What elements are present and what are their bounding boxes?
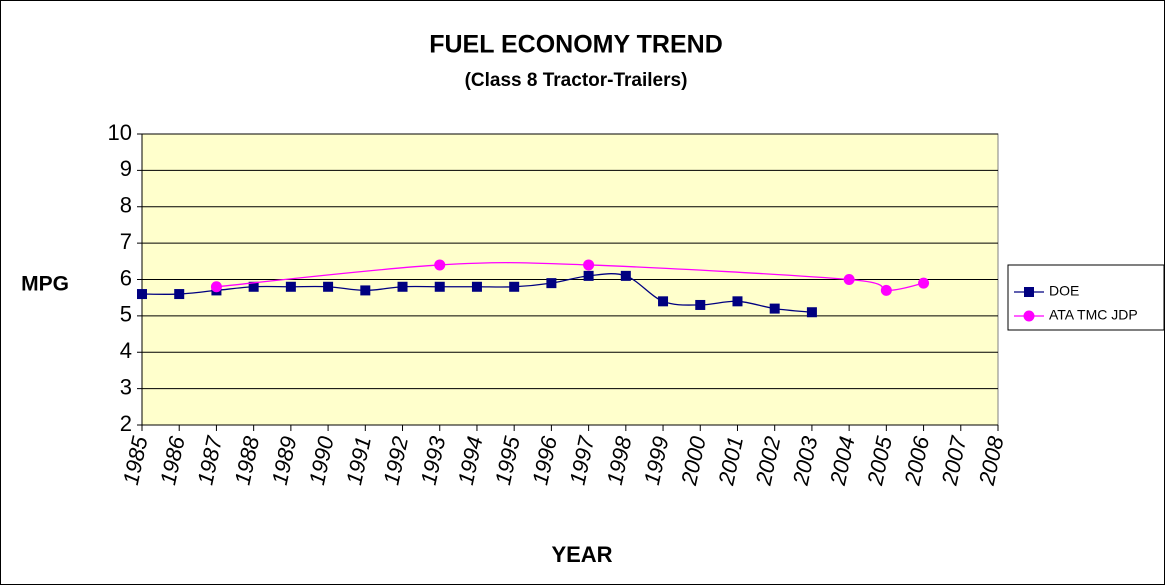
data-point bbox=[397, 281, 408, 292]
legend: DOE ATA TMC JDP bbox=[1007, 264, 1165, 331]
data-point bbox=[843, 274, 855, 285]
data-point bbox=[695, 299, 706, 310]
data-point bbox=[509, 281, 520, 292]
x-axis-label: YEAR bbox=[551, 542, 612, 567]
data-point bbox=[323, 281, 334, 292]
data-point bbox=[360, 285, 371, 296]
legend-label: ATA TMC JDP bbox=[1049, 307, 1138, 323]
data-point bbox=[471, 281, 482, 292]
data-point bbox=[620, 270, 631, 281]
data-point bbox=[210, 281, 222, 293]
data-point bbox=[285, 281, 296, 292]
y-tick-label: 9 bbox=[120, 156, 132, 181]
legend-marker bbox=[1024, 287, 1034, 297]
data-point bbox=[137, 289, 147, 300]
chart-title: FUEL ECONOMY TREND bbox=[429, 31, 723, 59]
y-tick-label: 2 bbox=[120, 411, 132, 436]
y-tick-label: 4 bbox=[120, 338, 132, 363]
y-tick-label: 5 bbox=[120, 302, 132, 327]
data-point bbox=[546, 278, 557, 289]
data-point bbox=[769, 303, 780, 314]
data-point bbox=[880, 284, 892, 296]
data-point bbox=[174, 289, 185, 300]
data-point bbox=[658, 296, 669, 307]
data-point bbox=[583, 259, 595, 271]
legend-label: DOE bbox=[1049, 283, 1079, 299]
legend-marker bbox=[1023, 310, 1035, 322]
chart-subtitle: (Class 8 Tractor-Trailers) bbox=[465, 70, 688, 91]
data-point bbox=[434, 259, 446, 271]
y-tick-label: 8 bbox=[120, 193, 132, 218]
data-point bbox=[918, 277, 930, 289]
y-tick-label: 10 bbox=[108, 120, 132, 145]
legend-box bbox=[1007, 264, 1165, 331]
data-point bbox=[732, 296, 743, 307]
data-point bbox=[583, 270, 594, 281]
data-point bbox=[248, 281, 259, 292]
data-point bbox=[806, 307, 817, 318]
data-point bbox=[434, 281, 445, 292]
y-axis-label: MPG bbox=[21, 273, 69, 296]
y-tick-label: 3 bbox=[120, 374, 132, 399]
y-tick-label: 7 bbox=[120, 229, 132, 254]
y-tick-label: 6 bbox=[120, 265, 132, 290]
